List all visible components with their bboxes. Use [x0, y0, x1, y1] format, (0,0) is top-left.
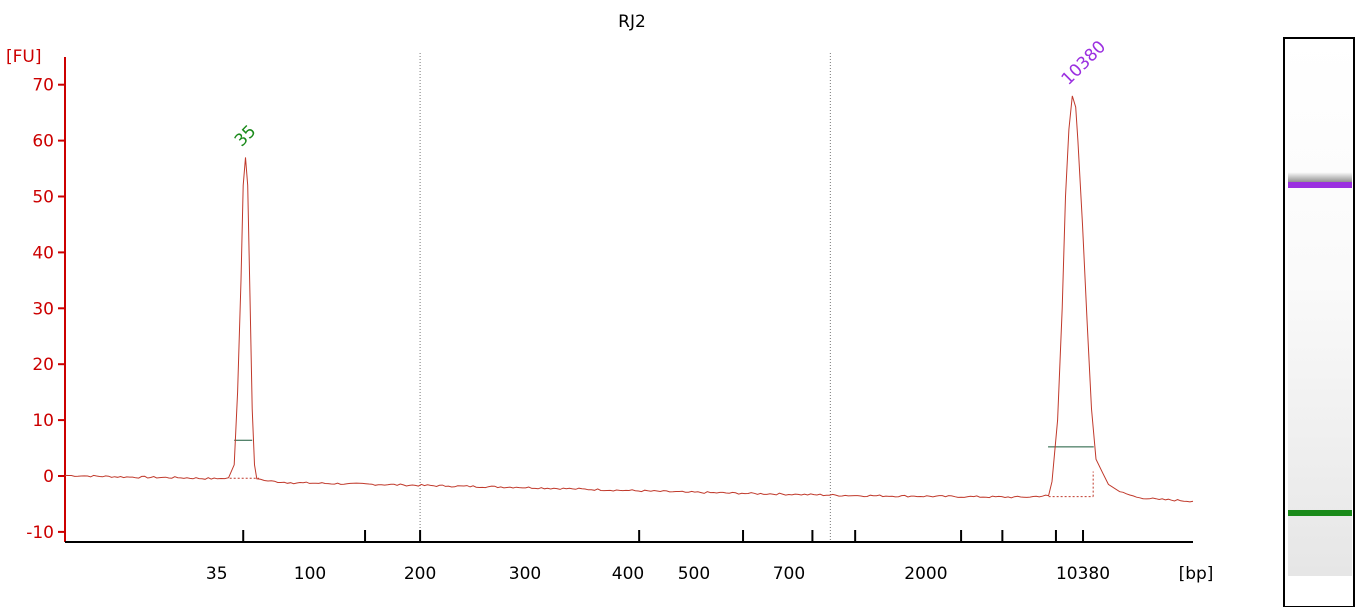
x-tick-label: 35 [206, 564, 228, 584]
gel-lane-frame [1283, 37, 1355, 607]
y-tick-label: 50 [32, 188, 54, 208]
gel-band-shadow [1288, 172, 1352, 184]
y-tick-label: 40 [32, 243, 54, 263]
x-tick-label: 500 [678, 564, 710, 584]
peak-baselines [229, 439, 1094, 498]
x-axis-label: [bp] [1179, 564, 1214, 584]
gel-lane-background [1288, 40, 1352, 576]
y-tick-label: 30 [32, 299, 54, 319]
peak-label: 10380 [1058, 37, 1110, 89]
x-tick-label: 400 [612, 564, 644, 584]
peak-labels: 35 10380 [231, 37, 1110, 151]
peak-label: 35 [231, 121, 260, 150]
y-tick-label: 70 [32, 76, 54, 96]
chart-title: RJ2 [618, 12, 646, 32]
x-tick-label: 700 [773, 564, 805, 584]
x-tick-label: 10380 [1056, 564, 1110, 584]
gel-band-10380 [1288, 182, 1352, 188]
y-tick-label: 20 [32, 355, 54, 375]
x-tick-label: 2000 [904, 564, 947, 584]
fluorescence-trace [64, 95, 1194, 503]
x-tick-label: 300 [509, 564, 541, 584]
gel-band-35 [1288, 510, 1352, 516]
y-tick-label: 10 [32, 411, 54, 431]
grid-lines [419, 53, 831, 542]
y-tick-label: 0 [43, 467, 54, 487]
x-axis: 35 100 200 300 400 500 700 2000 10380 [65, 530, 1193, 584]
y-tick-label: 60 [32, 132, 54, 152]
electropherogram-chart: RJ2 [FU] [bp] -10 0 10 20 30 40 50 60 70 35 100 20… [6, 12, 1214, 584]
y-axis: -10 0 10 20 30 40 50 60 70 [26, 57, 66, 543]
y-tick-label: -10 [26, 523, 54, 543]
x-tick-label: 100 [294, 564, 326, 584]
x-tick-label: 200 [404, 564, 436, 584]
y-axis-label: [FU] [6, 47, 42, 67]
